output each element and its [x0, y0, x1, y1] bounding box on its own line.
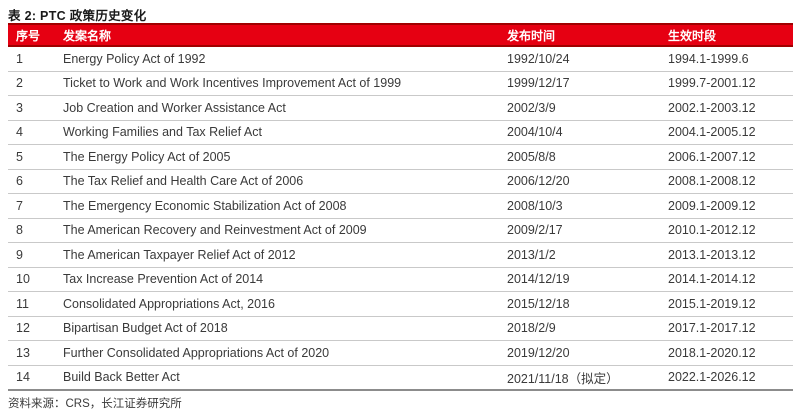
cell-name: The Tax Relief and Health Care Act of 20…	[55, 169, 499, 194]
table-row: 9 The American Taxpayer Relief Act of 201…	[8, 242, 793, 268]
cell-name: Consolidated Appropriations Act, 2016	[55, 291, 499, 317]
cell-no: 13	[8, 340, 55, 366]
cell-no: 12	[8, 316, 55, 341]
cell-no: 9	[8, 242, 55, 268]
table-row: 6 The Tax Relief and Health Care Act of 2…	[8, 169, 793, 194]
cell-published: 2004/10/4	[499, 120, 660, 145]
cell-no: 3	[8, 95, 55, 121]
cell-name: Ticket to Work and Work Incentives Impro…	[55, 71, 499, 96]
cell-published: 2015/12/18	[499, 291, 660, 317]
cell-published: 2009/2/17	[499, 218, 660, 243]
cell-published: 2021/11/18（拟定）	[499, 365, 660, 391]
table-row: 5 The Energy Policy Act of 2005 2005/8/8 20…	[8, 144, 793, 170]
cell-effective: 2018.1-2020.12	[660, 340, 793, 366]
table-row: 13 Further Consolidated Appropriations Ac…	[8, 340, 793, 366]
cell-name: Bipartisan Budget Act of 2018	[55, 316, 499, 341]
column-header-published: 发布时间	[499, 23, 660, 47]
table-title: 表 2: PTC 政策历史变化	[8, 9, 147, 23]
cell-name: The Energy Policy Act of 2005	[55, 144, 499, 170]
cell-no: 2	[8, 71, 55, 96]
cell-effective: 2008.1-2008.12	[660, 169, 793, 194]
cell-name: Further Consolidated Appropriations Act …	[55, 340, 499, 366]
cell-effective: 2010.1-2012.12	[660, 218, 793, 243]
table-row: 2 Ticket to Work and Work Incentives Impr…	[8, 71, 793, 96]
cell-effective: 2013.1-2013.12	[660, 242, 793, 268]
cell-name: Working Families and Tax Relief Act	[55, 120, 499, 145]
ptc-policy-history-table: 序号 发案名称 发布时间 生效时段 1 Energy Policy Act of …	[8, 23, 793, 391]
cell-name: The American Taxpayer Relief Act of 2012	[55, 242, 499, 268]
cell-no: 7	[8, 193, 55, 219]
column-header-effective: 生效时段	[660, 23, 793, 47]
cell-published: 2006/12/20	[499, 169, 660, 194]
table-row: 1 Energy Policy Act of 1992 1992/10/24 1994…	[8, 46, 793, 72]
cell-published: 2014/12/19	[499, 267, 660, 292]
source-note: 资料来源：CRS，长江证券研究所	[8, 398, 182, 410]
cell-no: 8	[8, 218, 55, 243]
cell-name: The American Recovery and Reinvestment A…	[55, 218, 499, 243]
table-row: 4 Working Families and Tax Relief Act 2004…	[8, 120, 793, 145]
column-header-no: 序号	[8, 23, 55, 47]
table-row: 7 The Emergency Economic Stabilization Ac…	[8, 193, 793, 219]
cell-name: Tax Increase Prevention Act of 2014	[55, 267, 499, 292]
cell-published: 2018/2/9	[499, 316, 660, 341]
cell-name: Energy Policy Act of 1992	[55, 46, 499, 72]
cell-effective: 2004.1-2005.12	[660, 120, 793, 145]
table-row: 11 Consolidated Appropriations Act, 2016 2…	[8, 291, 793, 317]
cell-no: 4	[8, 120, 55, 145]
cell-no: 6	[8, 169, 55, 194]
cell-effective: 2017.1-2017.12	[660, 316, 793, 341]
cell-published: 2002/3/9	[499, 95, 660, 121]
table-row: 8 The American Recovery and Reinvestment …	[8, 218, 793, 243]
cell-no: 10	[8, 267, 55, 292]
cell-no: 14	[8, 365, 55, 391]
cell-effective: 2015.1-2019.12	[660, 291, 793, 317]
table-row: 12 Bipartisan Budget Act of 2018 2018/2/9 2…	[8, 316, 793, 341]
table-row: 14 Build Back Better Act 2021/11/18（拟定） 202…	[8, 365, 793, 391]
cell-published: 2013/1/2	[499, 242, 660, 268]
cell-published: 2019/12/20	[499, 340, 660, 366]
cell-effective: 2002.1-2003.12	[660, 95, 793, 121]
cell-no: 5	[8, 144, 55, 170]
cell-effective: 2009.1-2009.12	[660, 193, 793, 219]
cell-effective: 2014.1-2014.12	[660, 267, 793, 292]
cell-name: Build Back Better Act	[55, 365, 499, 391]
cell-published: 2005/8/8	[499, 144, 660, 170]
cell-effective: 2006.1-2007.12	[660, 144, 793, 170]
cell-no: 11	[8, 291, 55, 317]
cell-name: Job Creation and Worker Assistance Act	[55, 95, 499, 121]
cell-published: 2008/10/3	[499, 193, 660, 219]
table-row: 10 Tax Increase Prevention Act of 2014 201…	[8, 267, 793, 292]
column-header-name: 发案名称	[55, 23, 499, 47]
cell-effective: 2022.1-2026.12	[660, 365, 793, 391]
cell-no: 1	[8, 46, 55, 72]
cell-effective: 1994.1-1999.6	[660, 46, 793, 72]
cell-published: 1999/12/17	[499, 71, 660, 96]
cell-effective: 1999.7-2001.12	[660, 71, 793, 96]
table-body: 1 Energy Policy Act of 1992 1992/10/24 1994…	[8, 46, 793, 391]
cell-published: 1992/10/24	[499, 46, 660, 72]
table-header-row: 序号 发案名称 发布时间 生效时段	[8, 23, 793, 47]
cell-name: The Emergency Economic Stabilization Act…	[55, 193, 499, 219]
table-row: 3 Job Creation and Worker Assistance Act 2…	[8, 95, 793, 121]
